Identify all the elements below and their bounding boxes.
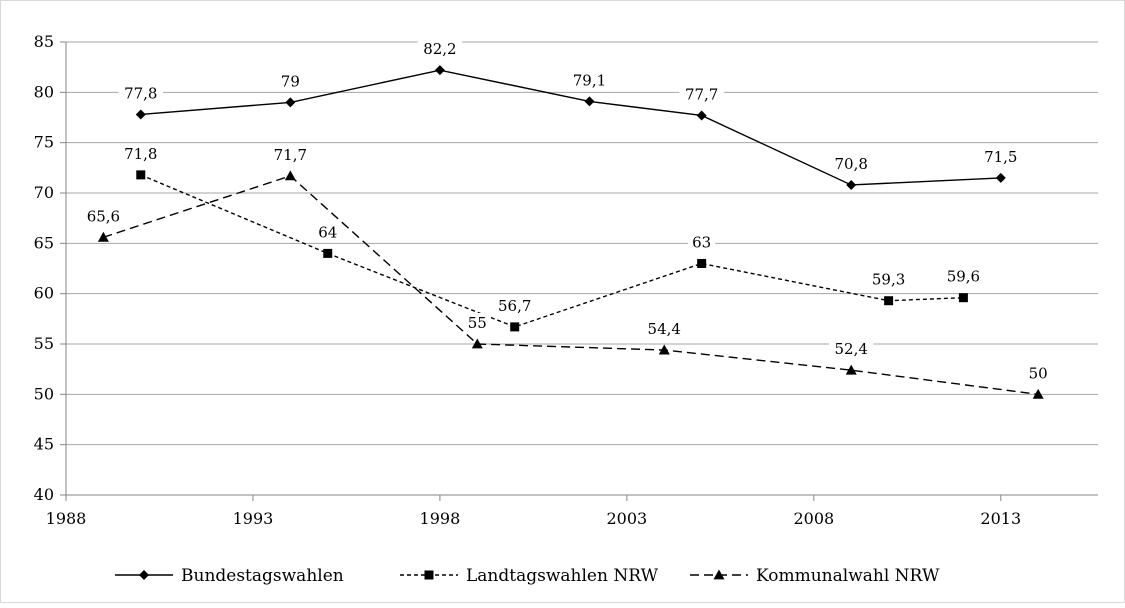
- data-label-bg-landtagswahlen-nrw-2000: [492, 295, 537, 316]
- data-label-bg-landtagswahlen-nrw-2005: [688, 232, 716, 253]
- data-label-landtagswahlen-nrw-2012: 59,6: [947, 268, 980, 286]
- data-label-landtagswahlen-nrw-2005: 63: [692, 233, 711, 251]
- point-landtagswahlen-nrw-1990: [136, 170, 146, 180]
- x-tick-label-2003: 2003: [607, 509, 648, 528]
- data-label-bundestagswahlen-2002: 79,1: [573, 71, 606, 89]
- point-bundestagswahlen-2005: [696, 110, 707, 121]
- series: [97, 65, 1044, 399]
- data-label-kommunalwahl-nrw-2004: 54,4: [648, 320, 681, 338]
- point-landtagswahlen-nrw-2000: [510, 322, 520, 332]
- point-bundestagswahlen-1994: [285, 97, 296, 108]
- data-label-bg-landtagswahlen-nrw-2012: [941, 266, 986, 287]
- data-label-bg-bundestagswahlen-1998: [417, 39, 463, 60]
- data-label-bg-landtagswahlen-nrw-2010: [866, 269, 911, 290]
- data-label-bundestagswahlen-2005: 77,7: [685, 85, 718, 103]
- data-label-bundestagswahlen-2009: 70,8: [835, 155, 868, 173]
- y-tick-label-45: 45: [34, 435, 54, 454]
- data-label-bg-kommunalwahl-nrw-2014: [1024, 363, 1052, 384]
- point-kommunalwahl-nrw-1989: [97, 231, 109, 242]
- y-tick-label-40: 40: [34, 485, 54, 504]
- x-tick-label-2013: 2013: [980, 509, 1021, 528]
- data-label-bundestagswahlen-1994: 79: [281, 72, 300, 90]
- legend-marker-bundestagswahlen: [139, 570, 149, 580]
- x-tick-label-1988: 1988: [46, 509, 87, 528]
- axes: 40 45 50 55 60 65 70 75 80 85 1988 1993 1998 2003 2008…: [34, 32, 1098, 528]
- point-kommunalwahl-nrw-1994: [284, 170, 296, 181]
- legend-label-kommunalwahl-nrw: Kommunalwahl NRW: [756, 566, 940, 586]
- point-kommunalwahl-nrw-2014: [1032, 388, 1044, 399]
- data-label-bundestagswahlen-1998: 82,2: [423, 40, 456, 58]
- y-tick-label-60: 60: [34, 284, 54, 303]
- data-labels: 77,8 79 82,2 79,1 77,7 70,8 71,5 71,8 64 56,7 63 59…: [81, 39, 1052, 384]
- data-label-bg-landtagswahlen-nrw-1995: [314, 222, 342, 243]
- data-label-bg-kommunalwahl-nrw-1994: [268, 144, 313, 165]
- series-line-kommunalwahl-nrw: [103, 175, 1039, 396]
- legend: Bundestagswahlen Landtagswahlen NRW Kommun…: [115, 566, 940, 586]
- x-tick-label-1998: 1998: [420, 509, 461, 528]
- data-label-bg-landtagswahlen-nrw-1990: [118, 143, 163, 164]
- data-label-kommunalwahl-nrw-1994: 71,7: [274, 146, 307, 164]
- data-label-bg-kommunalwahl-nrw-1999: [463, 313, 491, 333]
- x-tick-label-1993: 1993: [233, 509, 274, 528]
- x-tick-label-2008: 2008: [793, 509, 834, 528]
- y-tick-label-80: 80: [34, 82, 54, 101]
- point-landtagswahlen-nrw-2010: [884, 296, 894, 306]
- data-label-landtagswahlen-nrw-1990: 71,8: [124, 145, 157, 163]
- data-label-bundestagswahlen-2013: 71,5: [984, 148, 1017, 166]
- series-line-landtagswahlen-nrw: [140, 174, 964, 328]
- point-landtagswahlen-nrw-2005: [697, 258, 707, 268]
- data-label-bg-kommunalwahl-nrw-2004: [642, 319, 687, 340]
- y-tick-label-70: 70: [34, 183, 54, 202]
- data-label-bg-bundestagswahlen-1990: [118, 83, 163, 104]
- data-label-kommunalwahl-nrw-1999: 55: [468, 314, 487, 332]
- point-bundestagswahlen-2002: [584, 96, 595, 107]
- data-label-bg-bundestagswahlen-1994: [276, 71, 304, 92]
- y-tick-label-55: 55: [34, 334, 54, 353]
- point-landtagswahlen-nrw-2012: [958, 293, 968, 303]
- y-tick-label-65: 65: [34, 233, 54, 252]
- data-label-kommunalwahl-nrw-1989: 65,6: [87, 207, 120, 225]
- data-label-landtagswahlen-nrw-2010: 59,3: [872, 271, 905, 289]
- point-bundestagswahlen-2013: [995, 172, 1006, 183]
- data-label-bg-bundestagswahlen-2013: [978, 146, 1023, 167]
- data-label-landtagswahlen-nrw-2000: 56,7: [498, 297, 531, 315]
- data-label-bg-bundestagswahlen-2005: [679, 84, 724, 105]
- data-label-landtagswahlen-nrw-1995: 64: [318, 223, 337, 241]
- point-bundestagswahlen-1990: [135, 109, 146, 120]
- y-tick-label-75: 75: [34, 133, 54, 152]
- data-label-bg-bundestagswahlen-2009: [829, 153, 874, 174]
- point-bundestagswahlen-1998: [434, 65, 445, 76]
- y-tick-label-50: 50: [34, 384, 54, 403]
- point-bundestagswahlen-2009: [846, 179, 857, 190]
- legend-marker-kommunalwahl-nrw: [713, 569, 725, 580]
- data-label-kommunalwahl-nrw-2014: 50: [1029, 364, 1048, 382]
- data-label-bg-kommunalwahl-nrw-1989: [81, 206, 126, 227]
- point-landtagswahlen-nrw-1995: [323, 248, 333, 258]
- point-kommunalwahl-nrw-1999: [471, 338, 483, 349]
- point-kommunalwahl-nrw-2009: [845, 364, 857, 375]
- y-tick-label-85: 85: [34, 32, 54, 51]
- point-kommunalwahl-nrw-2004: [658, 344, 670, 355]
- data-label-bg-kommunalwahl-nrw-2009: [829, 339, 874, 360]
- legend-marker-landtagswahlen-nrw: [424, 570, 434, 580]
- legend-label-bundestagswahlen: Bundestagswahlen: [181, 566, 344, 586]
- legend-label-landtagswahlen-nrw: Landtagswahlen NRW: [466, 566, 659, 586]
- data-label-bundestagswahlen-1990: 77,8: [124, 84, 157, 102]
- data-label-kommunalwahl-nrw-2009: 52,4: [835, 340, 868, 358]
- data-label-bg-bundestagswahlen-2002: [567, 70, 612, 91]
